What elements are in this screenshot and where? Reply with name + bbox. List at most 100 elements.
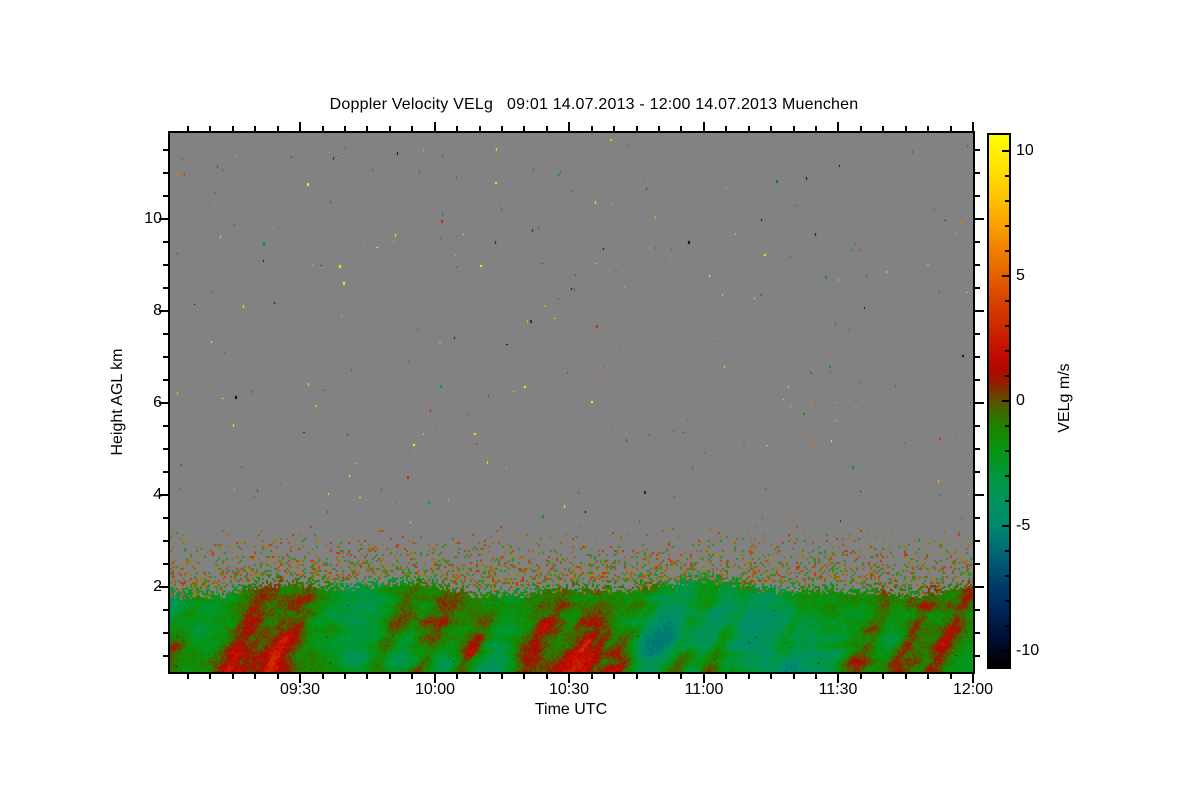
- y-tick-label: 6: [153, 394, 162, 411]
- colorbar-tick: [1005, 475, 1009, 477]
- x-tick: [322, 674, 324, 679]
- x-tick: [860, 126, 862, 131]
- x-tick: [770, 674, 772, 679]
- y-tick: [163, 609, 168, 611]
- x-tick-label: 11:00: [684, 681, 724, 698]
- colorbar-tick-label: -5: [1016, 517, 1031, 534]
- colorbar-tick: [1002, 275, 1009, 277]
- x-tick: [479, 674, 481, 679]
- x-tick: [793, 674, 795, 679]
- x-tick: [972, 674, 974, 683]
- y-tick: [159, 310, 168, 312]
- x-tick: [456, 674, 458, 679]
- x-tick: [254, 674, 256, 679]
- colorbar-tick: [1005, 450, 1009, 452]
- colorbar-tick: [1005, 550, 1009, 552]
- y-tick: [975, 356, 980, 358]
- x-tick: [479, 126, 481, 131]
- y-tick: [163, 241, 168, 243]
- y-tick: [975, 241, 980, 243]
- x-tick: [927, 674, 929, 679]
- x-tick: [277, 126, 279, 131]
- x-tick: [815, 126, 817, 131]
- colorbar-tick: [1005, 175, 1009, 177]
- x-tick: [636, 674, 638, 679]
- y-tick: [975, 540, 980, 542]
- x-tick: [591, 126, 593, 131]
- x-tick: [636, 126, 638, 131]
- colorbar-tick-label: 0: [1016, 392, 1025, 409]
- y-tick: [163, 563, 168, 565]
- x-tick: [972, 122, 974, 131]
- x-tick: [680, 674, 682, 679]
- y-tick: [975, 632, 980, 634]
- x-tick: [366, 126, 368, 131]
- x-tick: [591, 674, 593, 679]
- y-tick: [975, 333, 980, 335]
- x-tick: [187, 126, 189, 131]
- x-tick-label: 11:30: [818, 681, 858, 698]
- colorbar-tick: [1005, 375, 1009, 377]
- y-tick: [159, 218, 168, 220]
- x-tick: [411, 674, 413, 679]
- y-tick: [163, 448, 168, 450]
- x-tick: [725, 674, 727, 679]
- x-tick: [299, 122, 301, 131]
- y-tick: [975, 425, 980, 427]
- colorbar-frame: [987, 133, 1011, 669]
- x-axis-title: Time UTC: [534, 701, 608, 718]
- colorbar-tick: [1002, 400, 1009, 402]
- x-tick: [501, 126, 503, 131]
- y-tick: [975, 172, 980, 174]
- y-tick: [163, 425, 168, 427]
- y-tick: [159, 402, 168, 404]
- x-tick: [568, 674, 570, 683]
- colorbar-tick-label: -10: [1016, 642, 1040, 659]
- x-tick: [546, 126, 548, 131]
- x-tick: [209, 674, 211, 679]
- x-tick: [434, 122, 436, 131]
- x-tick: [793, 126, 795, 131]
- x-tick: [187, 674, 189, 679]
- y-tick: [975, 471, 980, 473]
- y-tick-label: 4: [153, 486, 162, 503]
- colorbar-tick: [1002, 525, 1009, 527]
- x-tick: [568, 122, 570, 131]
- y-tick-label: 2: [153, 578, 162, 595]
- colorbar-tick: [1005, 325, 1009, 327]
- colorbar-tick: [1005, 300, 1009, 302]
- y-tick: [975, 310, 984, 312]
- y-tick: [159, 586, 168, 588]
- colorbar-tick: [1005, 425, 1009, 427]
- y-tick: [975, 609, 980, 611]
- x-tick: [882, 126, 884, 131]
- x-tick: [209, 126, 211, 131]
- x-tick-label: 12:00: [952, 681, 994, 698]
- y-tick: [163, 632, 168, 634]
- colorbar-tick: [1002, 150, 1009, 152]
- chart-title: Doppler Velocity VELg 09:01 14.07.2013 -…: [329, 96, 859, 113]
- x-tick: [882, 674, 884, 679]
- colorbar-tick: [1005, 625, 1009, 627]
- x-tick: [322, 126, 324, 131]
- y-tick: [975, 195, 980, 197]
- x-tick: [860, 674, 862, 679]
- x-tick: [434, 674, 436, 683]
- x-tick: [523, 674, 525, 679]
- velocity-heatmap-canvas: [170, 133, 973, 672]
- colorbar-tick-label: 5: [1016, 267, 1025, 284]
- x-tick: [366, 674, 368, 679]
- colorbar-tick: [1005, 225, 1009, 227]
- x-tick: [905, 126, 907, 131]
- x-tick: [232, 126, 234, 131]
- x-tick: [344, 674, 346, 679]
- y-tick: [163, 655, 168, 657]
- x-tick: [613, 126, 615, 131]
- y-tick: [975, 264, 980, 266]
- y-tick: [163, 287, 168, 289]
- x-tick: [389, 126, 391, 131]
- x-tick: [703, 122, 705, 131]
- y-tick: [975, 402, 984, 404]
- y-tick-label: 8: [153, 302, 162, 319]
- y-tick: [163, 540, 168, 542]
